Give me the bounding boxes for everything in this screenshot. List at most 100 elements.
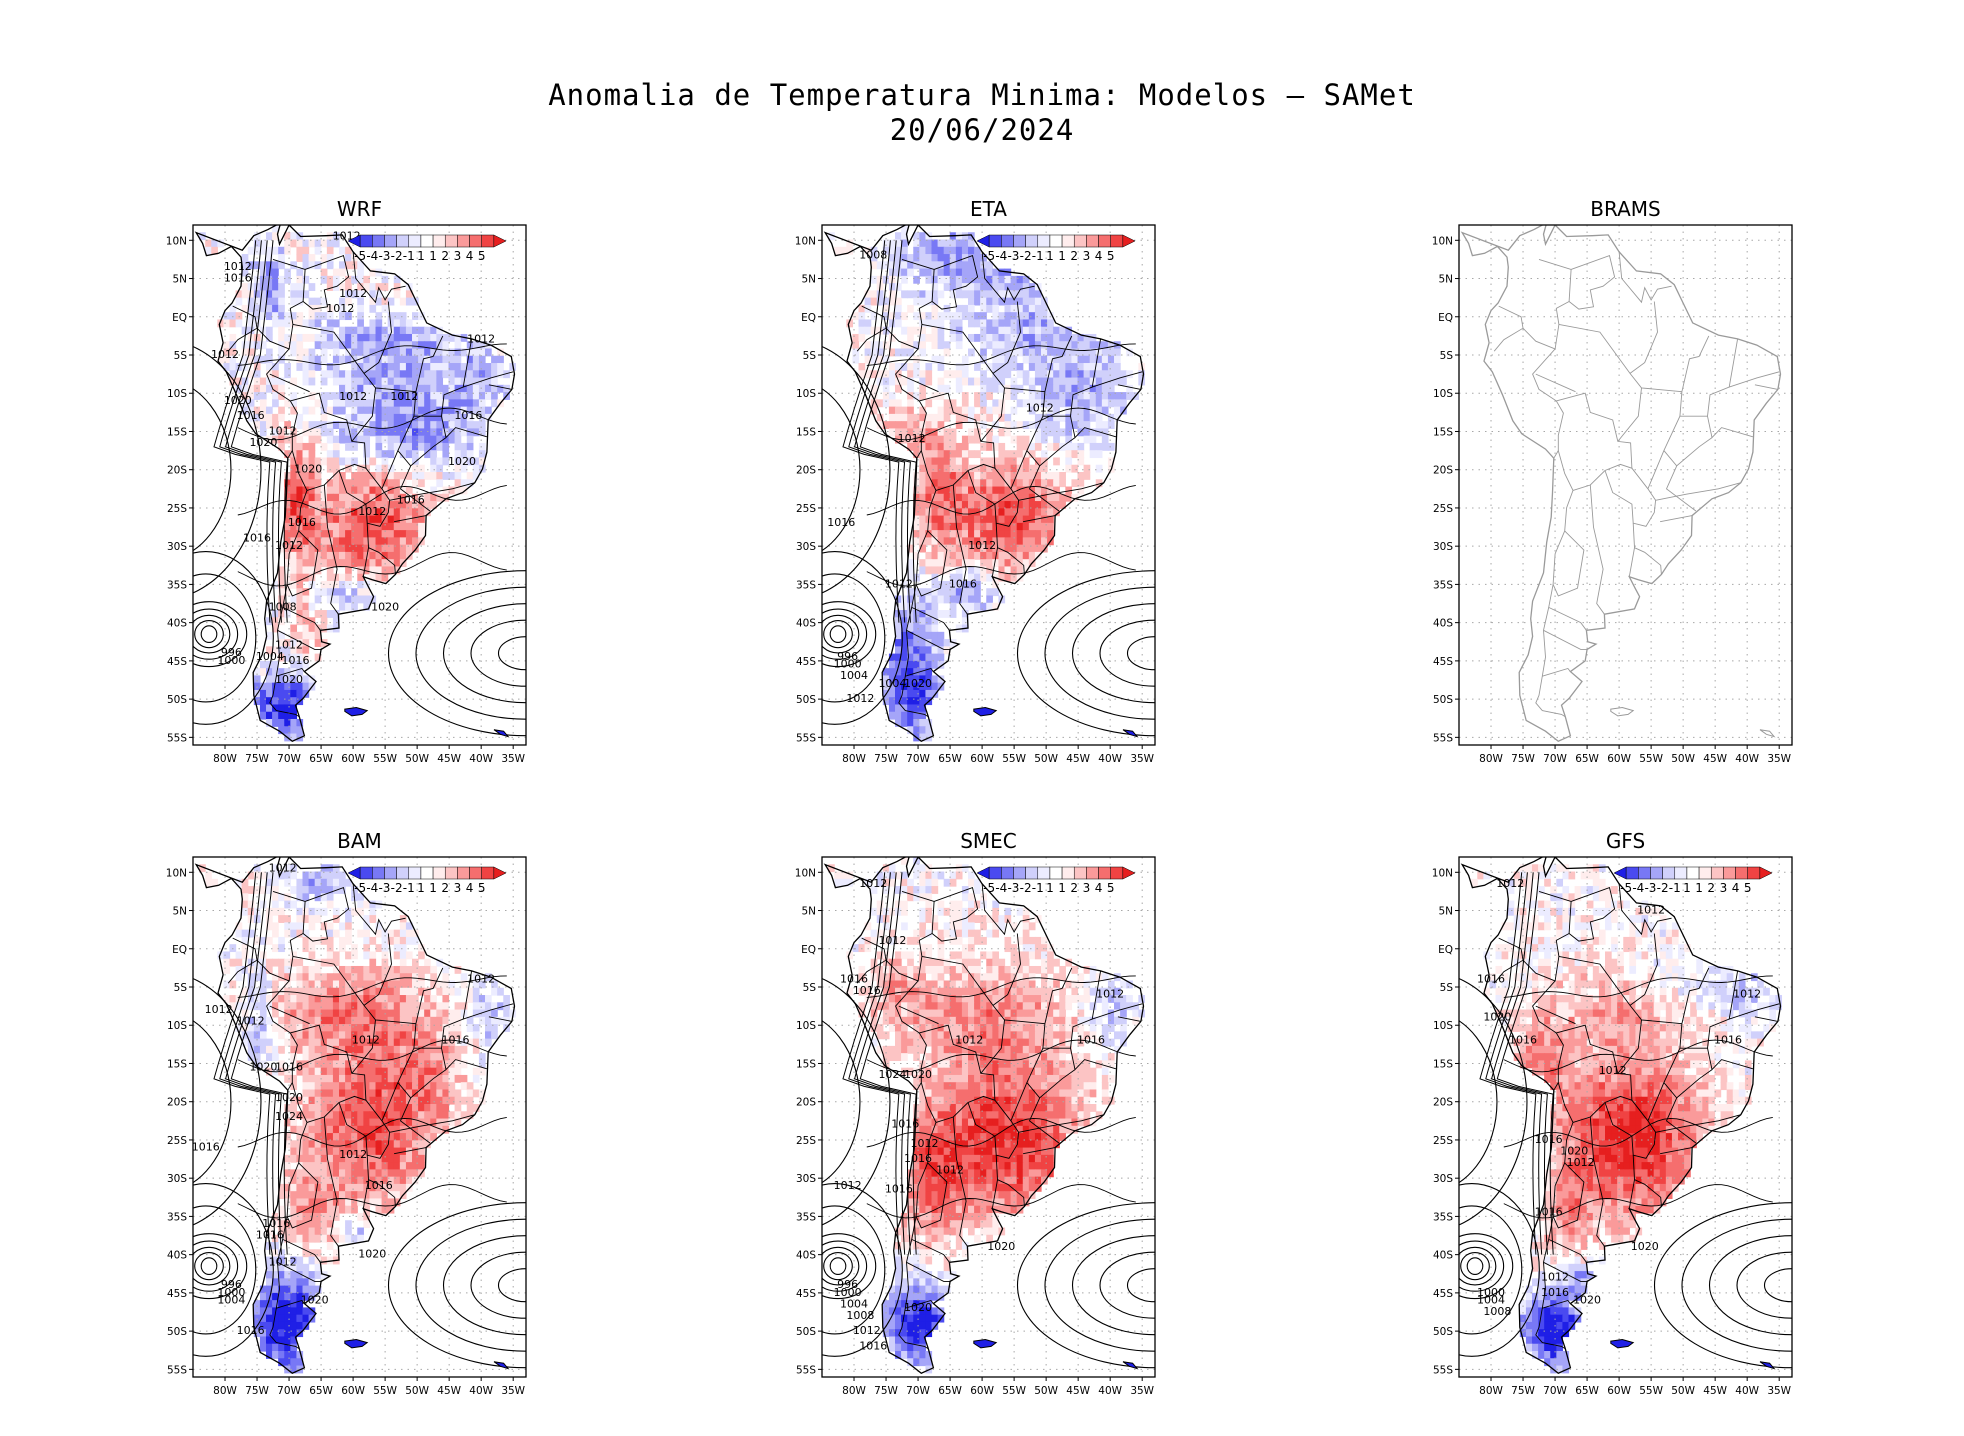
colorbar-label: -1 (403, 249, 415, 263)
isobar-label: 1012 (936, 1164, 964, 1177)
lon-tick-label: 65W (938, 753, 962, 765)
colorbar-label: -1 (1669, 881, 1681, 895)
lat-tick-label: 15S (167, 426, 187, 438)
lat-tick-label: 45S (1433, 656, 1453, 668)
isobar-label: 1012 (211, 348, 239, 361)
isobar-label: 1012 (224, 260, 252, 273)
lon-tick-label: 60W (341, 1385, 365, 1397)
colorbar: -5 -4 -3 -2 -1 1 1 2 3 4 5 (347, 234, 507, 263)
isobar-label: 1008 (846, 1309, 874, 1322)
lon-tick-label: 45W (1703, 1385, 1727, 1397)
colorbar-label: 2 (441, 249, 449, 263)
lat-tick-label: 40S (1433, 1250, 1453, 1262)
lat-tick-label: 50S (796, 694, 816, 706)
colorbar-label: 4 (466, 249, 474, 263)
isobar-label: 1016 (224, 272, 252, 285)
lon-tick-label: 50W (405, 753, 429, 765)
isobar-label: 1012 (326, 302, 354, 315)
lat-tick-label: 15S (796, 1058, 816, 1070)
lat-tick-label: 55S (796, 1364, 816, 1376)
lat-tick-label: 45S (167, 656, 187, 668)
isobar-label: 1012 (846, 692, 874, 705)
isobar-label: 1016 (1714, 1034, 1742, 1047)
lat-tick-label: 40S (796, 618, 816, 630)
lat-tick-label: 10S (1433, 1020, 1453, 1032)
isobar-label: 1020 (371, 600, 399, 613)
lon-tick-label: 75W (874, 753, 898, 765)
lon-tick-label: 70W (1543, 753, 1567, 765)
lon-tick-label: 35W (1767, 1385, 1791, 1397)
lat-tick-label: 10N (1432, 235, 1453, 247)
isobar-label: 1016 (1535, 1206, 1563, 1219)
isobar-label: 1016 (853, 984, 881, 997)
lon-tick-label: 45W (1066, 1385, 1090, 1397)
isobar-label: 996 (221, 1278, 242, 1291)
lon-tick-label: 70W (906, 753, 930, 765)
lat-tick-label: 30S (796, 1173, 816, 1185)
lat-tick-label: 15S (796, 426, 816, 438)
colorbar: -5 -4 -3 -2 -1 1 1 2 3 4 5 (976, 866, 1136, 895)
colorbar-label: -4 (995, 881, 1007, 895)
isobar-label: 1008 (269, 600, 297, 613)
lat-tick-label: 20S (796, 465, 816, 477)
isobar-label: 1016 (1535, 1133, 1563, 1146)
colorbar-label: -3 (1644, 881, 1656, 895)
isobar-label: 1020 (301, 1294, 329, 1307)
colorbar-label: 3 (1083, 249, 1091, 263)
isobar-label: 1000 (217, 654, 245, 667)
lon-tick-label: 55W (373, 1385, 397, 1397)
isobar-label: 1012 (339, 287, 367, 300)
lon-tick-label: 60W (1607, 1385, 1631, 1397)
lon-tick-label: 60W (970, 1385, 994, 1397)
isobar-label: 1000 (834, 658, 862, 671)
colorbar-label: 1 (1058, 881, 1066, 895)
isobar-label: 1004 (256, 650, 284, 663)
colorbar-label: -3 (378, 249, 390, 263)
colorbar: -5 -4 -3 -2 -1 1 1 2 3 4 5 (1613, 866, 1773, 895)
isobar-label: 1016 (1509, 1034, 1537, 1047)
lat-tick-label: 25S (796, 503, 816, 515)
colorbar-label: 2 (1707, 881, 1715, 895)
colorbar-label: -2 (1020, 249, 1032, 263)
colorbar-label: -4 (1632, 881, 1644, 895)
colorbar-label: -1 (1032, 249, 1044, 263)
lon-tick-label: 40W (469, 753, 493, 765)
lat-tick-label: 20S (796, 1097, 816, 1109)
colorbar-label: 3 (1083, 881, 1091, 895)
isobar-label: 1004 (840, 1297, 868, 1310)
isobar-label: 1012 (275, 539, 303, 552)
lat-tick-label: 50S (796, 1326, 816, 1338)
lat-tick-label: 25S (796, 1135, 816, 1147)
lat-tick-label: 5N (1438, 274, 1453, 286)
colorbar-label: -1 (1032, 881, 1044, 895)
isobar-label: 1012 (467, 333, 495, 346)
isobar-label: 1020 (904, 1068, 932, 1081)
lon-tick-label: 70W (277, 753, 301, 765)
lon-tick-label: 35W (501, 1385, 525, 1397)
lat-tick-label: 25S (1433, 1135, 1453, 1147)
colorbar-label: -5 (1620, 881, 1632, 895)
lat-tick-label: 55S (167, 732, 187, 744)
isobar-label: 996 (837, 650, 858, 663)
colorbar-label: 2 (441, 881, 449, 895)
lon-tick-label: 50W (1671, 1385, 1695, 1397)
lat-tick-label: 55S (1433, 732, 1453, 744)
lon-tick-label: 80W (842, 1385, 866, 1397)
lon-tick-label: 50W (1034, 1385, 1058, 1397)
lat-tick-label: 10N (166, 235, 187, 247)
lat-tick-label: 50S (1433, 694, 1453, 706)
colorbar-label: 1 (417, 249, 425, 263)
colorbar-label: 4 (1732, 881, 1740, 895)
colorbar-label: -3 (1007, 249, 1019, 263)
isobar-label: 1016 (397, 493, 425, 506)
lat-tick-label: 30S (167, 1173, 187, 1185)
colorbar-label: -3 (1007, 881, 1019, 895)
colorbar-label: -2 (1020, 881, 1032, 895)
isobar-label: 1012 (205, 1003, 233, 1016)
lat-tick-label: 10S (796, 388, 816, 400)
isobar-label: 1012 (269, 1255, 297, 1268)
colorbar-label: -4 (366, 249, 378, 263)
lon-tick-label: 40W (1735, 753, 1759, 765)
